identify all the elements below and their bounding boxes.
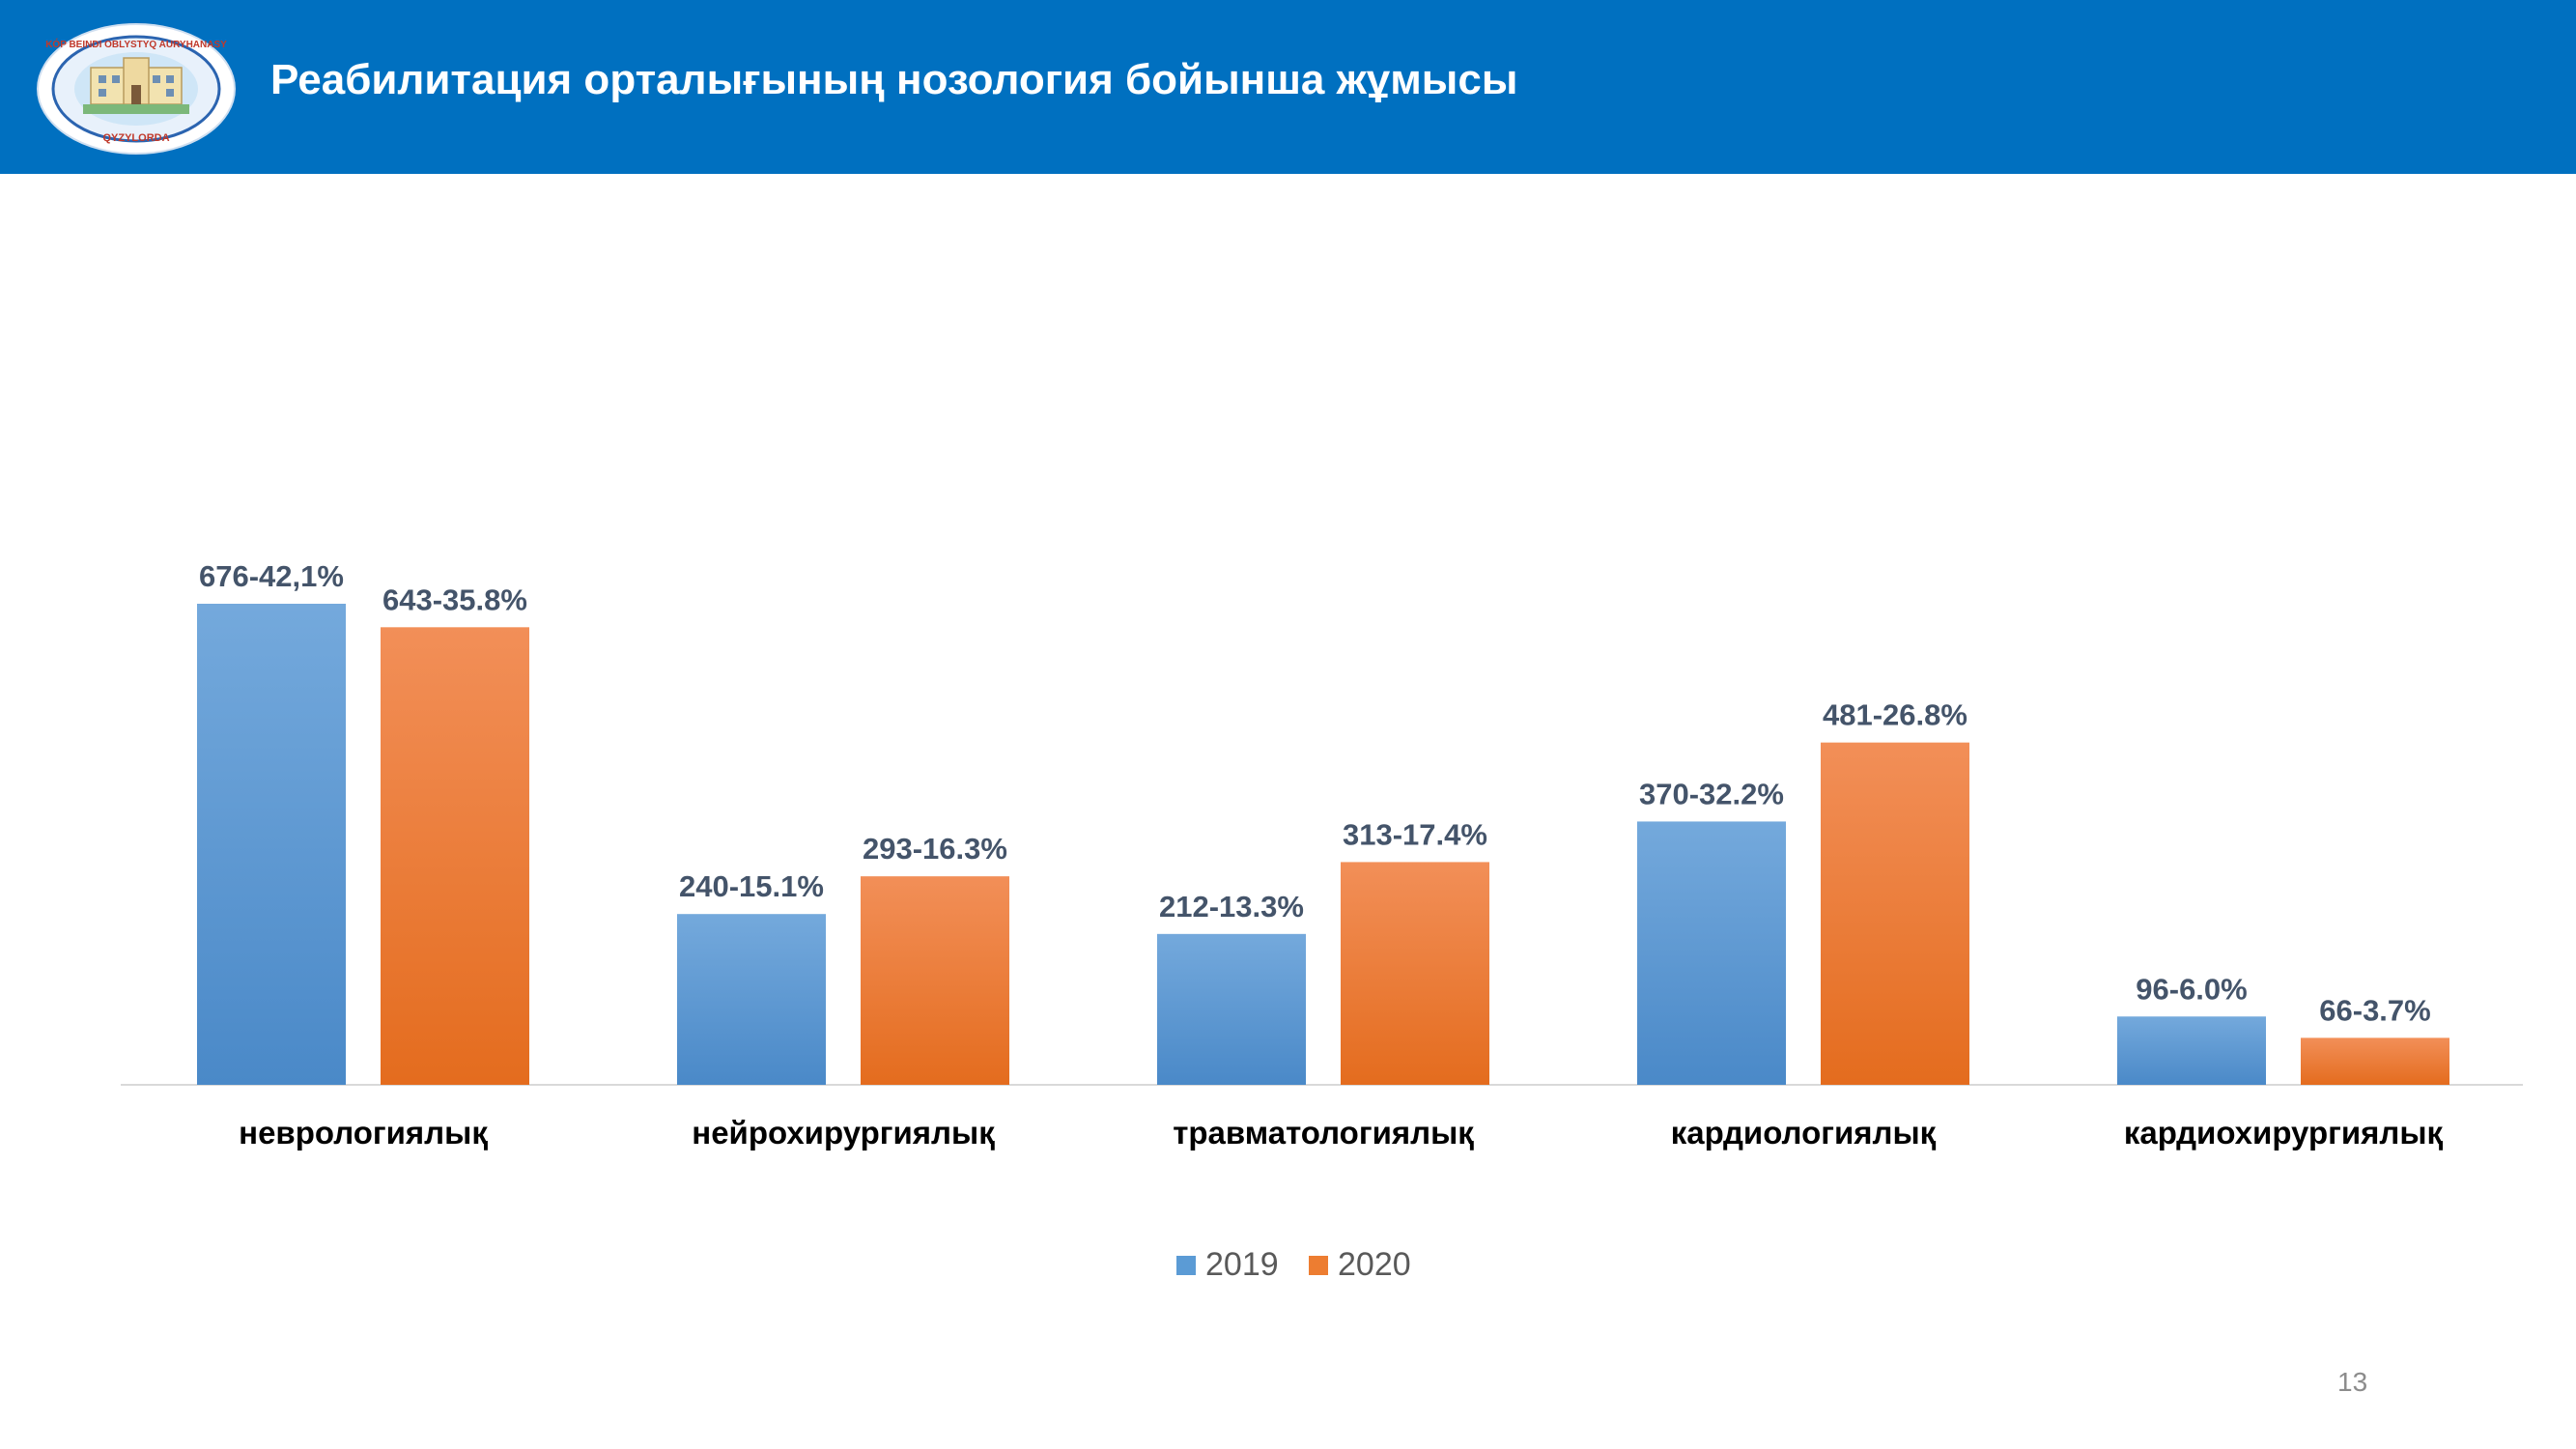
header-bar: QYZYLORDA KÓP BEINDI OBLYSTYQ AURYHANASY… [0, 0, 2576, 174]
bar-2019-1 [677, 914, 826, 1085]
bar-2020-1 [861, 876, 1009, 1085]
data-label-2019-2: 212-13.3% [1159, 890, 1304, 923]
category-label-3: кардиологиялық [1671, 1115, 1937, 1151]
category-label-4: кардиохирургиялық [2124, 1115, 2444, 1151]
data-label-2020-1: 293-16.3% [863, 832, 1007, 866]
bar-2020-4 [2301, 1037, 2449, 1085]
data-label-2019-4: 96-6.0% [2136, 972, 2247, 1006]
page-title: Реабилитация орталығының нозология бойын… [270, 56, 1518, 103]
bar-2019-4 [2117, 1016, 2266, 1085]
bar-2019-3 [1637, 821, 1786, 1085]
data-label-2020-4: 66-3.7% [2319, 993, 2430, 1027]
bar-2020-0 [381, 627, 529, 1085]
page-number: 13 [2337, 1367, 2368, 1397]
bar-2020-3 [1821, 742, 1969, 1085]
category-label-1: нейрохирургиялық [692, 1115, 995, 1151]
data-label-2020-2: 313-17.4% [1343, 817, 1487, 851]
legend-swatch-2020 [1309, 1256, 1328, 1275]
bar-2019-2 [1157, 933, 1306, 1085]
bar-2019-0 [197, 604, 346, 1085]
legend-swatch-2019 [1176, 1256, 1196, 1275]
data-label-2020-0: 643-35.8% [382, 582, 527, 616]
bar-2020-2 [1341, 862, 1489, 1085]
category-label-2: травматологиялық [1173, 1115, 1474, 1151]
data-label-2019-0: 676-42,1% [199, 559, 344, 593]
hospital-logo: QYZYLORDA KÓP BEINDI OBLYSTYQ AURYHANASY [37, 23, 236, 155]
legend-label-2020: 2020 [1338, 1246, 1411, 1283]
data-label-2019-3: 370-32.2% [1639, 777, 1784, 810]
bar-chart: 676-42,1% 643-35.8% неврологиялық 240-15.1%… [121, 559, 2523, 1283]
data-label-2020-3: 481-26.8% [1823, 698, 1967, 732]
logo-text-top: KÓP BEINDI OBLYSTYQ AURYHANASY [45, 38, 227, 50]
category-label-0: неврологиялық [239, 1115, 488, 1151]
logo-text-bottom: QYZYLORDA [102, 132, 169, 144]
legend-label-2019: 2019 [1205, 1246, 1279, 1283]
data-label-2019-1: 240-15.1% [679, 869, 824, 903]
